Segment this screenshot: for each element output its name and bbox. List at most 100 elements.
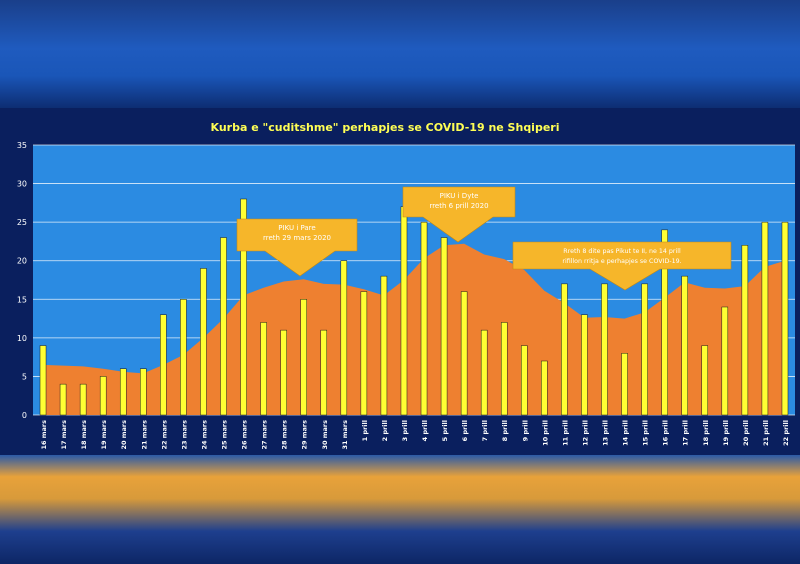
bar	[79, 383, 87, 416]
x-tick-label: 18 prill	[702, 420, 710, 446]
blurred-background-top	[0, 0, 800, 108]
x-tick-label: 28 mars	[281, 420, 289, 450]
bar	[440, 237, 448, 416]
x-tick-label: 16 mars	[40, 420, 48, 450]
bar	[400, 206, 408, 416]
callout-text: rreth 6 prill 2020	[429, 202, 488, 210]
chart-title: Kurba e "cuditshme" perhapjes se COVID-1…	[210, 121, 559, 134]
x-tick-label: 19 mars	[100, 420, 108, 450]
blurred-background-bottom	[0, 455, 800, 564]
bar	[521, 345, 528, 416]
x-tick-label: 17 prill	[682, 420, 690, 446]
callout-shape	[512, 241, 732, 291]
x-tick-label: 19 prill	[722, 420, 730, 446]
covid-chart: 0 5 10 15 20 25 30 35 16 mars 17 mars 18 mars 19 m…	[17, 121, 795, 450]
y-tick-label: 10	[17, 334, 27, 343]
bar	[701, 345, 709, 416]
bar	[460, 291, 468, 416]
callout-text: Rreth 8 dite pas Pikut te II, ne 14 pril…	[563, 248, 681, 255]
y-tick-label: 20	[17, 257, 27, 266]
x-tick-label: 7 prill	[481, 420, 489, 441]
x-tick-label: 14 prill	[622, 420, 630, 446]
bar	[220, 237, 227, 416]
bar	[200, 268, 207, 416]
bar	[59, 383, 67, 416]
x-tick-label: 15 prill	[642, 420, 650, 446]
bar	[601, 283, 608, 416]
x-tick-label: 25 mars	[221, 420, 229, 450]
bar	[781, 221, 789, 416]
x-tick-label: 29 mars	[301, 420, 309, 450]
bar	[99, 376, 107, 416]
bar	[280, 329, 287, 416]
x-tick-label: 27 mars	[261, 420, 269, 450]
x-tick-label: 3 prill	[401, 420, 409, 441]
chart-panel: 0 5 10 15 20 25 30 35 16 mars 17 mars 18 mars 19 m…	[0, 108, 800, 458]
bar	[581, 314, 588, 416]
bar	[320, 329, 328, 416]
bar	[340, 260, 348, 416]
x-tick-label: 21 mars	[140, 420, 148, 450]
bar	[420, 221, 428, 416]
y-axis-ticks: 0 5 10 15 20 25 30 35	[17, 141, 27, 420]
callout-annotations: PIKU i Pare rreth 29 mars 2020 PIKU i Dyte…	[236, 186, 732, 291]
bar	[500, 322, 508, 416]
x-tick-label: 18 mars	[80, 420, 88, 450]
callout-text: rreth 29 mars 2020	[263, 234, 331, 242]
spread-curve-area	[43, 243, 785, 415]
x-tick-label: 30 mars	[321, 420, 329, 450]
x-tick-label: 20 mars	[120, 420, 128, 450]
callout-shape	[236, 218, 358, 277]
x-tick-label: 22 prill	[782, 420, 790, 446]
bar	[721, 306, 729, 416]
x-tick-label: 22 mars	[160, 420, 168, 450]
bar	[380, 275, 388, 416]
callout-text: rifillon rritja e perhapjes se COVID-19.	[562, 258, 681, 265]
y-tick-label: 0	[22, 411, 27, 420]
bar	[480, 329, 488, 416]
callout-text: PIKU i Pare	[278, 224, 315, 232]
x-tick-label: 21 prill	[762, 420, 770, 446]
x-tick-label: 11 prill	[561, 420, 569, 446]
x-tick-label: 24 mars	[200, 420, 208, 450]
x-tick-label: 8 prill	[501, 420, 509, 441]
x-tick-label: 13 prill	[602, 420, 610, 446]
x-tick-label: 12 prill	[581, 420, 589, 446]
bar	[661, 229, 668, 416]
bar	[741, 245, 749, 416]
bar	[761, 221, 769, 416]
x-tick-label: 20 prill	[742, 420, 750, 446]
bar	[300, 299, 307, 416]
x-tick-label: 4 prill	[421, 420, 429, 441]
x-tick-label: 10 prill	[541, 420, 549, 446]
x-tick-label: 31 mars	[341, 420, 349, 450]
bar	[160, 314, 167, 416]
x-tick-label: 26 mars	[241, 420, 249, 450]
bar	[561, 283, 568, 416]
bar	[260, 322, 267, 416]
x-tick-label: 9 prill	[521, 420, 529, 441]
x-tick-label: 23 mars	[180, 420, 188, 450]
bar	[641, 283, 648, 416]
bar	[621, 353, 628, 416]
callout-shape	[402, 186, 516, 243]
y-tick-label: 25	[17, 218, 27, 227]
x-tick-label: 2 prill	[381, 420, 389, 441]
bar	[39, 345, 47, 416]
y-tick-label: 15	[17, 295, 27, 304]
y-tick-label: 35	[17, 141, 27, 150]
y-tick-label: 30	[17, 180, 27, 189]
bar	[681, 275, 688, 416]
bar	[360, 291, 368, 416]
x-tick-label: 17 mars	[60, 420, 68, 450]
callout-text: PIKU i Dyte	[440, 192, 479, 200]
y-tick-label: 5	[22, 372, 27, 381]
x-axis-ticks: 16 mars 17 mars 18 mars 19 mars 20 mars 21 ma…	[40, 420, 790, 450]
x-tick-label: 1 prill	[361, 420, 369, 441]
bar	[541, 360, 548, 416]
bar	[240, 198, 247, 416]
x-tick-label: 5 prill	[441, 420, 449, 441]
x-tick-label: 6 prill	[461, 420, 469, 441]
bar	[180, 299, 187, 416]
